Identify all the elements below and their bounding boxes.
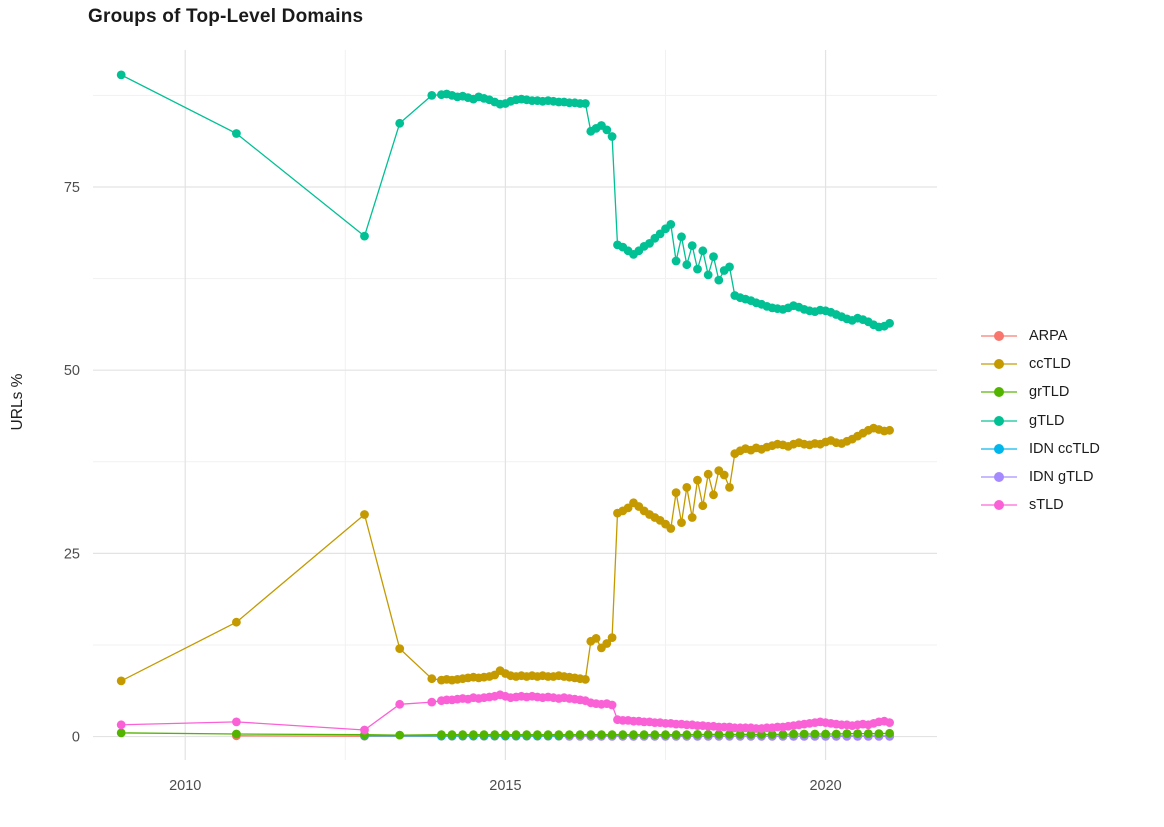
legend-key-icon <box>981 497 1017 513</box>
chart-title: Groups of Top-Level Domains <box>88 6 364 27</box>
legend-label: IDN gTLD <box>1029 469 1094 486</box>
legend-key-icon <box>981 441 1017 457</box>
y-tick-label: 50 <box>64 363 80 379</box>
legend-label: grTLD <box>1029 384 1070 401</box>
series-points-grtld <box>116 728 894 740</box>
series-points-cctld <box>116 423 894 686</box>
x-tick-label: 2010 <box>169 778 201 794</box>
legend-key-icon <box>981 469 1017 485</box>
y-tick-label: 0 <box>72 730 80 746</box>
legend-item-idn-cctld: IDN ccTLD <box>981 435 1100 463</box>
legend-label: ARPA <box>1029 328 1068 345</box>
legend-item-gtld: gTLD <box>981 407 1100 435</box>
legend-item-cctld: ccTLD <box>981 350 1100 378</box>
legend-item-idn-gtld: IDN gTLD <box>981 463 1100 491</box>
legend-item-arpa: ARPA <box>981 322 1100 350</box>
legend-item-stld: sTLD <box>981 491 1100 519</box>
series-points-stld <box>116 690 894 735</box>
legend: ARPA ccTLD grTLD gTLD IDN ccTLD IDN gTLD sTLD <box>981 322 1100 519</box>
legend-label: sTLD <box>1029 497 1064 514</box>
x-tick-label: 2020 <box>809 778 841 794</box>
x-tick-label: 2015 <box>489 778 521 794</box>
legend-key-icon <box>981 413 1017 429</box>
legend-label: IDN ccTLD <box>1029 440 1100 457</box>
legend-key-icon <box>981 328 1017 344</box>
series-points-gtld <box>116 70 894 332</box>
y-tick-label: 25 <box>64 546 80 562</box>
legend-label: ccTLD <box>1029 356 1071 373</box>
legend-key-icon <box>981 356 1017 372</box>
legend-key-icon <box>981 384 1017 400</box>
legend-label: gTLD <box>1029 412 1065 429</box>
legend-item-grtld: grTLD <box>981 378 1100 406</box>
y-tick-label: 75 <box>64 180 80 196</box>
